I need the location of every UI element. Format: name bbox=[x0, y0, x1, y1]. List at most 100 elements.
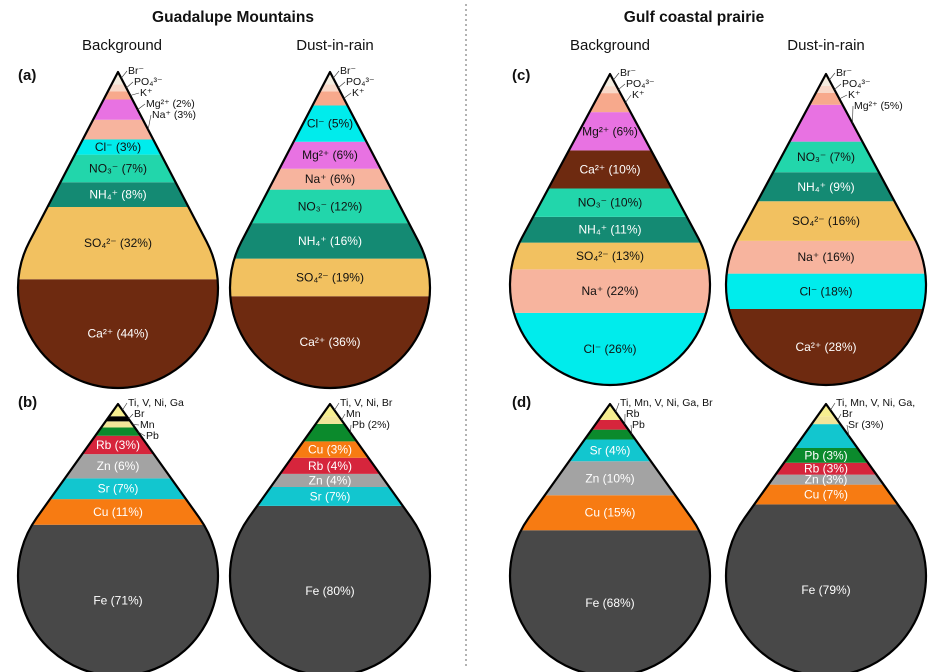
slice-label-na-c: Na⁺ (22%) bbox=[581, 284, 638, 298]
callout-line-trace-d bbox=[615, 402, 620, 413]
callout-label-mn-b: Mn bbox=[140, 419, 155, 431]
callout-label-mn-b2: Mn bbox=[346, 408, 361, 420]
slice-fe-b2 bbox=[230, 505, 430, 672]
slice-label-rb-b: Rb (3%) bbox=[96, 438, 140, 452]
site-title-guadalupe: Guadalupe Mountains bbox=[152, 9, 314, 26]
slice-cu-b bbox=[32, 499, 204, 525]
slice-ca-c bbox=[548, 150, 672, 189]
slice-trace-b bbox=[109, 404, 127, 417]
slice-label-rb-d2: Rb (3%) bbox=[804, 462, 848, 476]
callout-line-sr-d2 bbox=[846, 424, 850, 437]
slice-cu-d bbox=[521, 495, 699, 531]
slice-ca-a bbox=[18, 279, 218, 388]
callout-label-pb-d: Pb bbox=[632, 419, 645, 431]
slice-po4-c2 bbox=[815, 86, 837, 94]
slice-fe-d bbox=[510, 530, 710, 672]
slice-label-so4-a: SO₄²⁻ (32%) bbox=[84, 236, 152, 250]
slice-nh4-a bbox=[47, 182, 189, 208]
slice-label-cu-b: Cu (11%) bbox=[93, 505, 143, 519]
slice-label-fe-b2: Fe (80%) bbox=[305, 584, 354, 598]
panel-label-a: (a) bbox=[18, 67, 36, 84]
callout-line-mg-c2 bbox=[852, 105, 854, 124]
slice-label-no3-a2: NO₃⁻ (12%) bbox=[298, 199, 363, 213]
drop-outline-c bbox=[508, 72, 712, 387]
drop-outline-d2 bbox=[724, 402, 928, 672]
callout-label-po4-a2: PO₄³⁻ bbox=[346, 76, 375, 88]
subtitle-background-right: Background bbox=[570, 37, 650, 54]
slice-so4-a2 bbox=[230, 258, 430, 297]
callout-line-pb-b bbox=[137, 431, 146, 437]
slice-fe-d2 bbox=[726, 504, 926, 672]
slice-sr-d bbox=[569, 439, 651, 462]
slice-mg-c2 bbox=[789, 104, 863, 142]
slice-mn-b bbox=[101, 421, 135, 428]
callout-line-k-a2 bbox=[343, 92, 352, 99]
callout-label-k-c: K⁺ bbox=[632, 89, 645, 101]
slice-label-cu-d2: Cu (7%) bbox=[804, 488, 848, 502]
slice-trace-b2 bbox=[321, 404, 339, 417]
slice-nh4-a2 bbox=[234, 223, 426, 259]
slice-na-a2 bbox=[268, 168, 392, 190]
slice-pb-b2 bbox=[303, 423, 357, 442]
slice-label-fe-b: Fe (71%) bbox=[93, 593, 142, 607]
slice-no3-a bbox=[60, 154, 176, 183]
slice-cl-c bbox=[513, 312, 707, 385]
slice-rb-d bbox=[591, 419, 629, 430]
callout-label-trace-d2: Ti, Mn, V, Ni, Ga, bbox=[836, 397, 915, 409]
callout-label-k-a2: K⁺ bbox=[352, 87, 365, 99]
slice-na-a bbox=[82, 119, 154, 140]
drop-chart-b: Fe (71%) Cu (11%) Sr (7%) Zn (6%) Rb (3%) Ti,… bbox=[16, 397, 220, 672]
callout-line-br-a bbox=[120, 70, 128, 79]
slice-label-sr-d: Sr (4%) bbox=[590, 443, 631, 457]
slice-label-so4-a2: SO₄²⁻ (19%) bbox=[296, 270, 364, 284]
slice-label-nh4-c2: NH₄⁺ (9%) bbox=[797, 180, 854, 194]
drop-charts: Ca²⁺ (44%)SO₄²⁻ (32%)NH₄⁺ (8%)NO₃⁻ (7%)C… bbox=[16, 65, 928, 672]
slice-na-c bbox=[510, 269, 710, 313]
callout-label-mn-d2: Br bbox=[842, 408, 853, 420]
callout-line-trace-b bbox=[122, 402, 128, 411]
slice-mn-b2 bbox=[315, 416, 345, 424]
slice-nh4-c2 bbox=[757, 172, 895, 202]
slice-label-cu-b2: Cu (3%) bbox=[308, 443, 352, 457]
callout-label-blackband-b: Br bbox=[134, 408, 145, 420]
drop-outline-b2 bbox=[228, 402, 432, 672]
slice-label-zn-b2: Zn (4%) bbox=[309, 473, 352, 487]
slice-label-pb-d2: Pb (3%) bbox=[804, 448, 847, 462]
drop-outline-d bbox=[508, 402, 712, 672]
slice-so4-c2 bbox=[736, 201, 916, 241]
slice-cl-a bbox=[74, 139, 162, 155]
slice-cu-b2 bbox=[291, 441, 369, 458]
slice-rb-b bbox=[82, 435, 154, 455]
callout-label-br-a2: Br⁻ bbox=[340, 65, 357, 77]
slice-no3-a2 bbox=[251, 189, 409, 224]
subtitle-dust-right: Dust-in-rain bbox=[787, 37, 865, 54]
slice-label-zn-d2: Zn (3%) bbox=[805, 473, 848, 487]
callout-line-k-c2 bbox=[839, 94, 848, 100]
callout-label-br-c2: Br⁻ bbox=[836, 67, 853, 79]
drop-outline-c2 bbox=[724, 72, 928, 387]
callout-line-mn-b2 bbox=[341, 413, 346, 421]
slice-label-fe-d: Fe (68%) bbox=[585, 596, 634, 610]
callout-label-trace-b2: Ti, V, Ni, Br bbox=[340, 397, 393, 409]
drop-chart-c: Cl⁻ (26%) Na⁺ (22%) SO₄²⁻ (13%) NH₄⁺ (11%) N… bbox=[508, 67, 712, 387]
callout-label-trace-d: Ti, Mn, V, Ni, Ga, Br bbox=[620, 397, 713, 409]
slice-pb-d bbox=[584, 429, 636, 440]
slice-na-c2 bbox=[726, 240, 926, 274]
drop-outline-b bbox=[16, 402, 220, 672]
callout-line-po4-c bbox=[618, 83, 626, 90]
slice-zn-b2 bbox=[270, 473, 390, 487]
callout-line-trace-b2 bbox=[334, 402, 340, 411]
slice-po4-a bbox=[107, 84, 129, 92]
callout-label-k-a: K⁺ bbox=[140, 87, 153, 99]
drop-chart-c2: Ca²⁺ (28%) Cl⁻ (18%) Na⁺ (16%) SO₄²⁻ (16%) N… bbox=[724, 67, 928, 387]
slice-fe-b bbox=[18, 524, 218, 672]
slice-sr-b bbox=[50, 478, 186, 500]
callout-line-po4-c2 bbox=[834, 83, 842, 90]
slice-label-mg-c: Mg²⁺ (6%) bbox=[582, 124, 638, 138]
callout-line-br-a2 bbox=[332, 70, 340, 79]
callout-line-na-a bbox=[147, 114, 152, 130]
callout-label-mg-c2: Mg²⁺ (5%) bbox=[854, 100, 903, 112]
slice-label-cu-d: Cu (15%) bbox=[585, 506, 636, 520]
slice-zn-b bbox=[64, 454, 172, 479]
slice-zn-d bbox=[544, 461, 676, 496]
